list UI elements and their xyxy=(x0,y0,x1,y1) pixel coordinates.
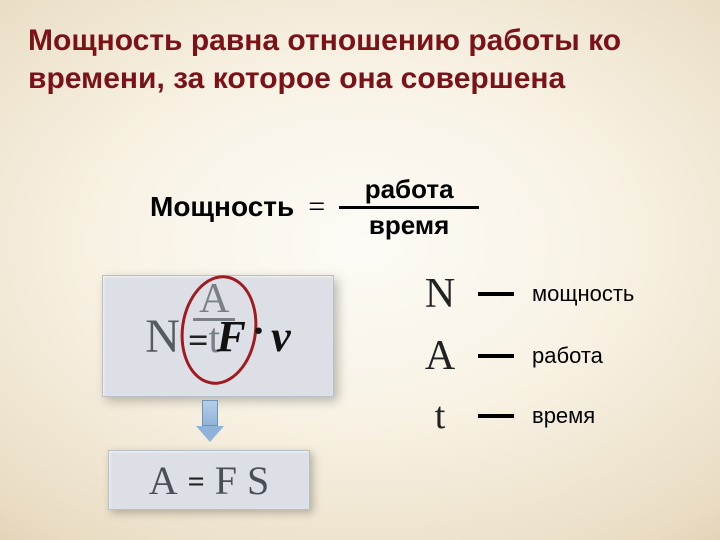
symbol-N: N xyxy=(145,309,180,364)
legend-row: t время xyxy=(420,394,634,438)
legend-dash xyxy=(478,292,514,296)
main-formula-box: A t N = F · v xyxy=(102,275,334,397)
legend-dash xyxy=(478,354,514,358)
multiply-dot: · xyxy=(252,307,265,354)
word-eq-fraction: работа время xyxy=(339,175,479,239)
legend-label: время xyxy=(532,403,595,429)
symbol-F: F xyxy=(215,457,237,504)
legend: N мощность A работа t время xyxy=(420,270,634,438)
word-equation: Мощность = работа время xyxy=(150,175,479,239)
legend-symbol: A xyxy=(420,332,460,380)
legend-label: работа xyxy=(532,343,603,369)
symbol-F: F xyxy=(216,311,245,362)
legend-row: N мощность xyxy=(420,270,634,318)
legend-dash xyxy=(478,414,514,418)
legend-label: мощность xyxy=(532,281,634,307)
symbol-S: S xyxy=(247,457,269,504)
slide-title: Мощность равна отношению работы ко време… xyxy=(28,22,688,97)
symbol-A: A xyxy=(149,457,178,504)
legend-row: A работа xyxy=(420,332,634,380)
legend-symbol: t xyxy=(420,394,460,438)
word-eq-lhs: Мощность xyxy=(150,191,294,223)
down-arrow-icon xyxy=(196,400,224,442)
slide: Мощность равна отношению работы ко време… xyxy=(0,0,720,540)
main-formula: A t N = F · v xyxy=(145,309,290,364)
word-eq-numerator: работа xyxy=(357,175,462,206)
legend-symbol: N xyxy=(420,270,460,318)
equals-sign: = xyxy=(188,465,205,499)
word-eq-denominator: время xyxy=(361,209,457,240)
equals-sign: = xyxy=(308,190,325,224)
second-formula-box: A = F S xyxy=(108,450,310,510)
symbol-v: v xyxy=(271,311,291,362)
equals-sign: = xyxy=(188,319,209,361)
